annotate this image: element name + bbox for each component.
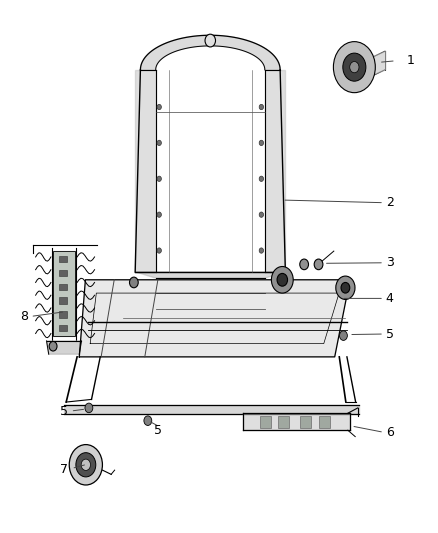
Bar [59, 325, 67, 332]
Polygon shape [141, 35, 280, 70]
Bar [278, 416, 289, 427]
Polygon shape [53, 251, 75, 336]
Circle shape [272, 266, 293, 293]
Circle shape [339, 331, 347, 341]
Circle shape [49, 342, 57, 351]
Text: 5: 5 [386, 327, 394, 341]
Circle shape [336, 276, 355, 300]
Text: 8: 8 [20, 310, 28, 323]
Circle shape [157, 140, 161, 146]
Text: 4: 4 [386, 292, 394, 305]
Bar [59, 270, 67, 276]
Circle shape [81, 459, 91, 471]
Circle shape [259, 104, 264, 110]
Polygon shape [46, 341, 81, 354]
Circle shape [333, 42, 375, 93]
Text: 1: 1 [407, 54, 415, 67]
Polygon shape [373, 51, 386, 75]
Polygon shape [79, 280, 350, 357]
Circle shape [85, 403, 93, 413]
Circle shape [300, 259, 308, 270]
Circle shape [157, 176, 161, 181]
Bar [319, 416, 330, 427]
Text: 5: 5 [60, 405, 67, 417]
Circle shape [259, 140, 264, 146]
Circle shape [259, 176, 264, 181]
Circle shape [157, 248, 161, 253]
Circle shape [144, 416, 152, 425]
Circle shape [259, 212, 264, 217]
Circle shape [314, 259, 323, 270]
Text: 6: 6 [386, 426, 394, 439]
Polygon shape [265, 70, 286, 272]
Circle shape [350, 61, 359, 73]
Text: 7: 7 [60, 463, 67, 476]
Circle shape [259, 248, 264, 253]
Polygon shape [135, 272, 286, 278]
Circle shape [341, 282, 350, 293]
Circle shape [76, 453, 96, 477]
Bar [59, 297, 67, 304]
Bar [59, 311, 67, 318]
Circle shape [205, 34, 215, 47]
Bar [59, 284, 67, 290]
Bar [300, 416, 311, 427]
Text: 3: 3 [386, 256, 394, 269]
Circle shape [130, 277, 138, 288]
Bar [261, 416, 272, 427]
Bar [53, 251, 75, 336]
Circle shape [157, 104, 161, 110]
Bar [59, 256, 67, 262]
Polygon shape [243, 413, 350, 430]
Polygon shape [135, 70, 155, 272]
Circle shape [157, 212, 161, 217]
Text: 5: 5 [153, 424, 162, 437]
Circle shape [69, 445, 102, 485]
Polygon shape [64, 405, 359, 414]
Circle shape [277, 273, 288, 286]
Text: 2: 2 [386, 196, 394, 209]
Circle shape [343, 53, 366, 81]
